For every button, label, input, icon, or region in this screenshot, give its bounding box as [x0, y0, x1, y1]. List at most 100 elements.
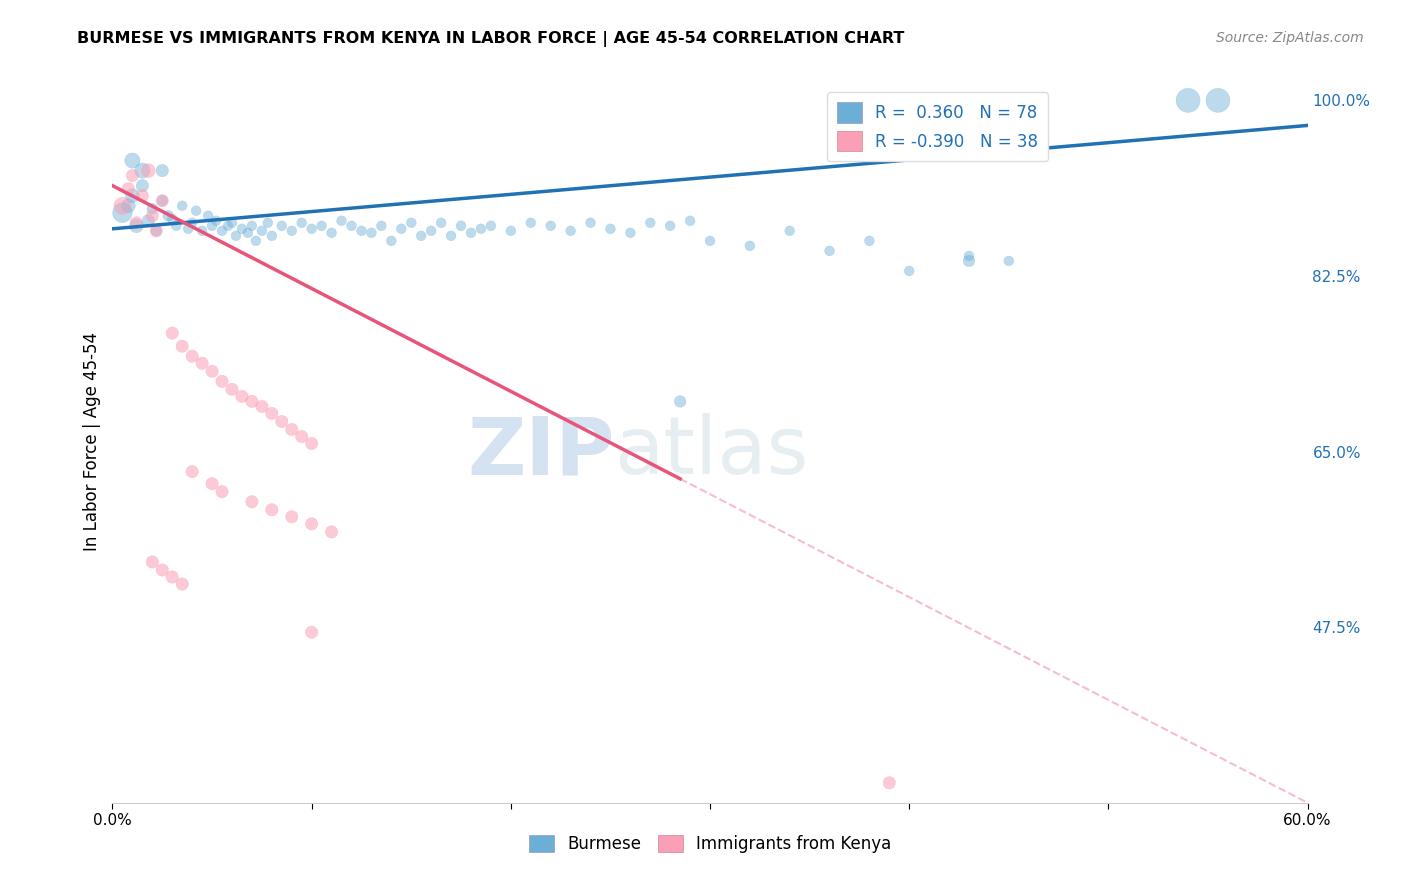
Text: atlas: atlas	[614, 413, 808, 491]
Point	[162, 570, 183, 584]
Point	[181, 216, 204, 230]
Point	[191, 356, 214, 370]
Point	[240, 394, 263, 409]
Point	[138, 213, 160, 227]
Point	[150, 563, 173, 577]
Point	[201, 476, 224, 491]
Point	[141, 555, 163, 569]
Point	[211, 224, 233, 238]
Point	[240, 494, 263, 508]
Point	[125, 216, 148, 230]
Point	[679, 213, 702, 227]
Point	[150, 163, 173, 178]
Point	[250, 224, 273, 238]
Point	[131, 188, 153, 202]
Point	[360, 226, 382, 240]
Point	[191, 224, 214, 238]
Point	[291, 429, 314, 443]
Point	[301, 516, 323, 531]
Point	[150, 194, 173, 208]
Point	[141, 202, 163, 216]
Point	[479, 219, 502, 233]
Point	[450, 219, 472, 233]
Point	[1206, 93, 1229, 107]
Point	[260, 503, 283, 517]
Point	[145, 224, 167, 238]
Point	[225, 228, 247, 243]
Point	[117, 199, 139, 213]
Point	[669, 394, 692, 409]
Point	[330, 213, 353, 227]
Point	[117, 181, 139, 195]
Point	[957, 249, 980, 263]
Point	[470, 221, 492, 235]
Point	[145, 224, 167, 238]
Point	[181, 349, 204, 363]
Text: ZIP: ZIP	[467, 413, 614, 491]
Point	[738, 239, 761, 253]
Point	[150, 194, 173, 208]
Point	[211, 374, 233, 388]
Point	[640, 216, 662, 230]
Point	[281, 224, 304, 238]
Point	[699, 234, 721, 248]
Point	[162, 326, 183, 340]
Point	[221, 216, 243, 230]
Point	[162, 211, 183, 226]
Point	[520, 216, 543, 230]
Point	[430, 216, 453, 230]
Point	[380, 234, 402, 248]
Point	[957, 253, 980, 268]
Point	[440, 228, 463, 243]
Point	[250, 400, 273, 414]
Point	[138, 163, 160, 178]
Point	[111, 205, 134, 219]
Point	[270, 414, 292, 428]
Point	[172, 577, 194, 591]
Point	[111, 199, 134, 213]
Point	[879, 775, 901, 790]
Text: BURMESE VS IMMIGRANTS FROM KENYA IN LABOR FORCE | AGE 45-54 CORRELATION CHART: BURMESE VS IMMIGRANTS FROM KENYA IN LABO…	[77, 31, 904, 47]
Point	[270, 219, 292, 233]
Point	[301, 221, 323, 235]
Point	[236, 226, 259, 240]
Point	[818, 244, 841, 258]
Point	[181, 465, 204, 479]
Point	[231, 221, 253, 235]
Point	[321, 524, 343, 539]
Point	[121, 169, 143, 183]
Legend: Burmese, Immigrants from Kenya: Burmese, Immigrants from Kenya	[522, 828, 898, 860]
Point	[197, 209, 219, 223]
Point	[172, 339, 194, 353]
Point	[201, 364, 224, 378]
Point	[340, 219, 363, 233]
Point	[291, 216, 314, 230]
Point	[1177, 93, 1199, 107]
Point	[499, 224, 522, 238]
Point	[350, 224, 373, 238]
Point	[201, 219, 224, 233]
Point	[260, 407, 283, 421]
Point	[186, 203, 208, 218]
Point	[221, 382, 243, 396]
Point	[420, 224, 443, 238]
Point	[125, 219, 148, 233]
Point	[165, 219, 187, 233]
Point	[172, 199, 194, 213]
Point	[411, 228, 433, 243]
Text: Source: ZipAtlas.com: Source: ZipAtlas.com	[1216, 31, 1364, 45]
Point	[370, 219, 392, 233]
Point	[245, 234, 267, 248]
Point	[141, 209, 163, 223]
Point	[301, 436, 323, 450]
Point	[157, 209, 180, 223]
Point	[301, 625, 323, 640]
Point	[260, 228, 283, 243]
Point	[121, 153, 143, 168]
Point	[281, 509, 304, 524]
Point	[998, 253, 1021, 268]
Point	[560, 224, 582, 238]
Point	[231, 389, 253, 403]
Y-axis label: In Labor Force | Age 45-54: In Labor Force | Age 45-54	[83, 332, 101, 551]
Point	[389, 221, 412, 235]
